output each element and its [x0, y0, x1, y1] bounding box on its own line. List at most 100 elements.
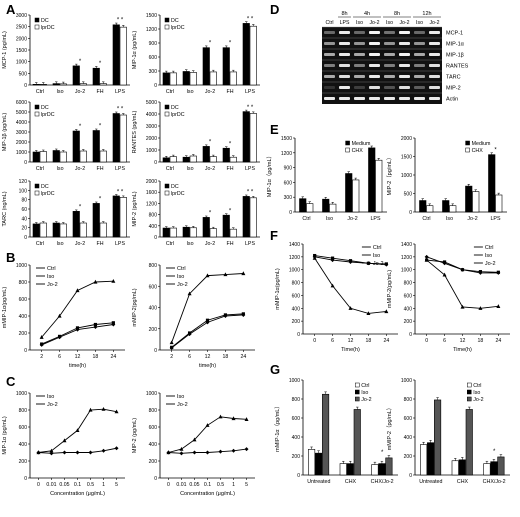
- point-jo-2: [366, 311, 371, 316]
- significance-star: *: [79, 124, 82, 130]
- legend-label: Jo-2: [485, 261, 496, 267]
- chart-b2: 0 200 400 600 800 mMIP-2(pg/mL) time(h) 2 6 12 18 2…: [132, 263, 255, 369]
- y-tick-label: 5000: [16, 110, 27, 116]
- legend-label: Jo-2: [177, 402, 188, 408]
- legend-swatch: [355, 389, 360, 395]
- y-tick-label: 0: [289, 210, 292, 216]
- y-axis-label: mMIP-1α（pg/mL）: [274, 403, 281, 452]
- x-tick-label: Jo-2: [205, 89, 215, 95]
- gel-band: [339, 53, 350, 56]
- chart-a3: 0 1000 2000 3000 4000 5000 6000 MIP-1β (pg/mL) C…: [2, 100, 130, 172]
- bar-chx-ctrl: [426, 205, 434, 213]
- point-jo-2: [36, 450, 41, 455]
- legend-swatch: [164, 17, 170, 23]
- gel-band: [399, 42, 410, 45]
- point-jo-2: [231, 416, 236, 421]
- bar-jo-2-chx: [465, 409, 473, 476]
- y-tick-label: 900: [284, 166, 293, 172]
- bar-dc-fh: [222, 214, 230, 238]
- x-tick-label: Jo-2: [75, 241, 85, 247]
- legend-label: lprDC: [171, 191, 185, 197]
- gel-band: [384, 64, 395, 67]
- y-tick-label: 100: [19, 188, 28, 194]
- x-tick-label: Iso: [56, 166, 63, 172]
- significance-star: * *: [117, 18, 124, 24]
- bar-lprdc-lps: [249, 113, 257, 163]
- x-tick-label: Jo-2: [467, 216, 477, 222]
- significance-star: * *: [247, 16, 254, 22]
- chart-a4: 0 1000 2000 3000 4000 5000 RANTES (pg/mL) Ctrl I…: [132, 100, 260, 172]
- y-tick-label: 1500: [146, 13, 157, 19]
- y-tick-label: 200: [19, 331, 28, 337]
- gel-band: [429, 31, 440, 34]
- point-iso: [496, 270, 500, 274]
- y-tick-label: 0: [24, 476, 27, 482]
- x-tick-label: 0.5: [217, 482, 224, 488]
- y-tick-label: 1400: [401, 242, 412, 248]
- point-iso: [231, 448, 236, 453]
- gel-band: [369, 86, 380, 89]
- y-tick-label: 1500: [281, 136, 292, 142]
- point-iso: [75, 450, 80, 455]
- bar-dc-iso: [52, 222, 60, 238]
- x-tick-label: FH: [226, 166, 233, 172]
- bar-lprdc-iso: [189, 227, 197, 238]
- gel-band: [414, 86, 425, 89]
- chart-e2: 0 500 1000 1500 2000 MIP-2（pg/mL） Ctrl Iso Jo-2 L…: [386, 136, 507, 222]
- chart-g2: 0 200 400 600 800 1000 mMIP-2（pg/mL） Untreated C…: [386, 378, 510, 485]
- x-tick-label: 6: [58, 354, 61, 360]
- gel-row-label: MIP-2: [446, 86, 461, 92]
- y-axis-label: TARC (ng/mL): [2, 191, 8, 226]
- x-tick-label: 0.05: [59, 482, 69, 488]
- gel-row-label: MCP-1: [446, 31, 463, 37]
- point-iso: [75, 326, 80, 330]
- gel-band: [429, 64, 440, 67]
- chart-c2: 0 200 400 600 800 1000 MIP-2 (pg/mL) Concentrat…: [132, 391, 255, 497]
- panel-letter-c: C: [6, 374, 16, 389]
- x-tick-label: 1: [232, 482, 235, 488]
- panel-letter-g: G: [270, 362, 280, 377]
- y-tick-label: 1400: [289, 242, 300, 248]
- bar-dc-ctrl: [162, 157, 170, 163]
- significance-star: *: [209, 41, 212, 47]
- y-tick-label: 200: [149, 327, 158, 333]
- point-jo-2: [179, 446, 184, 451]
- significance-star: *: [494, 147, 497, 153]
- chart-f2: 0 200 400 600 800 1000 1200 1400 mMIP-2(pg/mL) Ti…: [387, 242, 510, 353]
- gel-band: [339, 86, 350, 89]
- y-tick-label: 6000: [16, 100, 27, 106]
- bar-iso-untreated: [427, 442, 435, 476]
- x-tick-label: 24: [383, 338, 389, 344]
- y-axis-label: mMIP-1α(pg/mL): [275, 268, 281, 310]
- gel-band: [369, 53, 380, 56]
- x-tick-label: 18: [93, 354, 99, 360]
- y-tick-label: 1000: [16, 150, 27, 156]
- x-tick-label: 6: [331, 338, 334, 344]
- point-iso: [205, 318, 210, 322]
- legend-label: Jo-2: [361, 397, 371, 403]
- gel-band: [429, 53, 440, 56]
- bar-jo-2-untreated: [434, 399, 442, 476]
- y-tick-label: 4000: [16, 120, 27, 126]
- significance-star: *: [229, 141, 232, 147]
- legend-label: CHX: [472, 148, 484, 154]
- bar-lprdc-ctrl: [169, 72, 177, 86]
- gel-band: [399, 53, 410, 56]
- chart-f1: 0 200 400 600 800 1000 1200 1400 mMIP-1α(pg/mL) T…: [275, 242, 398, 353]
- panel-letter-d: D: [270, 2, 279, 17]
- y-tick-label: 3000: [146, 124, 157, 130]
- x-tick-label: Ctrl: [302, 216, 310, 222]
- point-iso: [223, 313, 228, 317]
- bar-lprdc-fh: [99, 222, 107, 238]
- significance-star: *: [79, 59, 82, 65]
- bar-lprdc-jo-2: [79, 222, 87, 238]
- x-tick-label: FH: [96, 166, 103, 172]
- point-jo-2: [244, 417, 249, 421]
- y-tick-label: 1200: [281, 151, 292, 157]
- legend-label: Medium: [472, 141, 491, 147]
- bar-dc-jo-2: [202, 146, 210, 163]
- point-jo-2: [442, 272, 447, 277]
- gel-band: [384, 42, 395, 45]
- y-tick-label: 800: [404, 397, 413, 403]
- y-tick-label: 400: [292, 435, 301, 441]
